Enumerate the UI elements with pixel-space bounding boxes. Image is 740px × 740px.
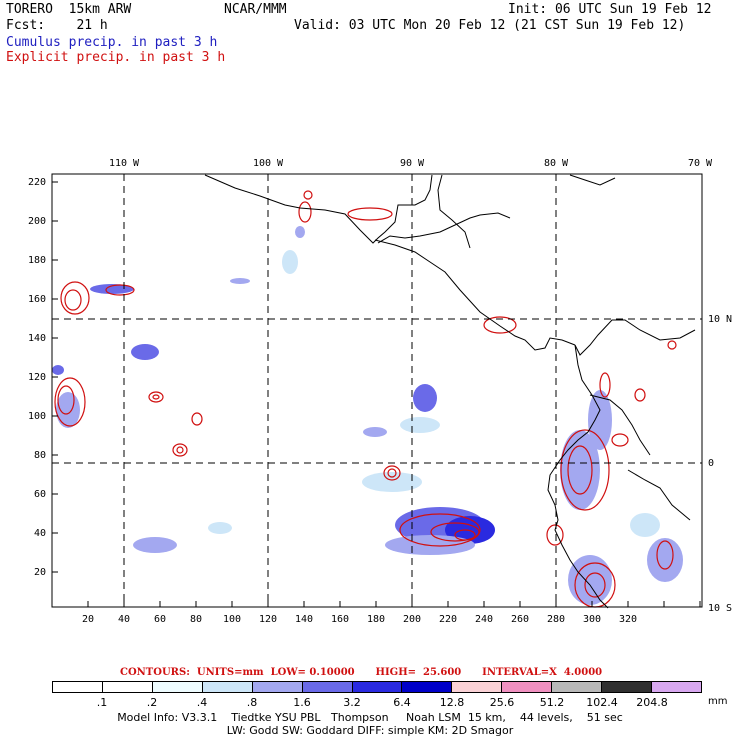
lat-label-10s: 10 S bbox=[708, 603, 732, 614]
colorbar-label: .2 bbox=[146, 696, 158, 709]
init-time: Init: 06 UTC Sun 19 Feb 12 bbox=[508, 2, 712, 17]
explicit-legend: Explicit precip. in past 3 h bbox=[6, 50, 226, 65]
y-tick-label: 140 bbox=[28, 333, 46, 344]
model-info: Model Info: V3.3.1 Tiedtke YSU PBL Thomp… bbox=[117, 711, 623, 724]
lon-label-100w: 100 W bbox=[253, 158, 284, 169]
x-tick-label: 160 bbox=[331, 614, 349, 625]
x-tick-label: 200 bbox=[403, 614, 421, 625]
forecast-hour: Fcst: 21 h bbox=[6, 18, 108, 33]
colorbar-label: 102.4 bbox=[586, 696, 618, 709]
x-tick-label: 20 bbox=[82, 614, 94, 625]
x-tick-label: 180 bbox=[367, 614, 385, 625]
x-tick-label: 240 bbox=[475, 614, 493, 625]
x-tick-label: 220 bbox=[439, 614, 457, 625]
y-tick-label: 200 bbox=[28, 216, 46, 227]
colorbar-label: 3.2 bbox=[343, 696, 361, 709]
model-physics: LW: Godd SW: Goddard DIFF: simple KM: 2D… bbox=[226, 724, 514, 737]
x-tick-label: 40 bbox=[118, 614, 130, 625]
x-tick-label: 120 bbox=[259, 614, 277, 625]
colorbar-segment bbox=[452, 682, 503, 692]
colorbar-label: .4 bbox=[196, 696, 208, 709]
y-tick-label: 100 bbox=[28, 411, 46, 422]
colorbar-segment bbox=[252, 682, 303, 692]
lon-label-110w: 110 W bbox=[109, 158, 140, 169]
x-tick-label: 80 bbox=[190, 614, 202, 625]
model-name: TORERO 15km ARW bbox=[6, 2, 132, 17]
x-tick-label: 100 bbox=[223, 614, 241, 625]
y-tick-label: 220 bbox=[28, 177, 46, 188]
colorbar-segment bbox=[402, 682, 453, 692]
y-tick-label: 160 bbox=[28, 294, 46, 305]
colorbar-segment bbox=[102, 682, 153, 692]
x-tick-label: 140 bbox=[295, 614, 313, 625]
y-tick-label: 180 bbox=[28, 255, 46, 266]
lon-label-80w: 80 W bbox=[544, 158, 569, 169]
y-tick-label: 120 bbox=[28, 372, 46, 383]
colorbar-label: 204.8 bbox=[636, 696, 668, 709]
colorbar-label: 25.6 bbox=[489, 696, 515, 709]
colorbar-segment bbox=[202, 682, 253, 692]
precip-contours bbox=[54, 190, 677, 608]
colorbar-segment bbox=[552, 682, 603, 692]
colorbar-label: .8 bbox=[246, 696, 258, 709]
colorbar-label: 1.6 bbox=[293, 696, 311, 709]
colorbar-label: 6.4 bbox=[393, 696, 411, 709]
colorbar bbox=[52, 681, 702, 693]
axis-ticks bbox=[52, 181, 701, 607]
y-tick-label: 20 bbox=[34, 567, 46, 578]
lat-label-0: 0 bbox=[708, 458, 714, 469]
colorbar-label: 12.8 bbox=[439, 696, 465, 709]
colorbar-segment bbox=[602, 682, 653, 692]
cumulus-legend: Cumulus precip. in past 3 h bbox=[6, 35, 218, 50]
lat-label-10n: 10 N bbox=[708, 314, 732, 325]
x-tick-label: 60 bbox=[154, 614, 166, 625]
colorbar-unit: mm bbox=[708, 696, 728, 707]
colorbar-label: .1 bbox=[96, 696, 108, 709]
x-tick-label: 300 bbox=[583, 614, 601, 625]
organization: NCAR/MMM bbox=[224, 2, 287, 17]
lon-label-90w: 90 W bbox=[400, 158, 425, 169]
x-tick-label: 320 bbox=[619, 614, 637, 625]
plot-frame bbox=[51, 173, 703, 608]
colorbar-segment bbox=[502, 682, 553, 692]
y-tick-label: 60 bbox=[34, 489, 46, 500]
colorbar-segment bbox=[352, 682, 403, 692]
precip-shading bbox=[52, 226, 683, 605]
lon-label-70w: 70 W bbox=[688, 158, 713, 169]
lat-lon-grid bbox=[52, 174, 702, 607]
x-tick-label: 260 bbox=[511, 614, 529, 625]
x-tick-label: 280 bbox=[547, 614, 565, 625]
y-tick-label: 80 bbox=[34, 450, 46, 461]
colorbar-segment bbox=[302, 682, 353, 692]
y-tick-label: 40 bbox=[34, 528, 46, 539]
contour-info: CONTOURS: UNITS=mm LOW= 0.10000 HIGH= 25… bbox=[120, 667, 603, 678]
coastlines bbox=[204, 174, 696, 609]
colorbar-label: 51.2 bbox=[539, 696, 565, 709]
colorbar-segment bbox=[53, 682, 103, 692]
valid-time: Valid: 03 UTC Mon 20 Feb 12 (21 CST Sun … bbox=[294, 18, 686, 33]
colorbar-segment bbox=[652, 682, 701, 692]
colorbar-segment bbox=[152, 682, 203, 692]
